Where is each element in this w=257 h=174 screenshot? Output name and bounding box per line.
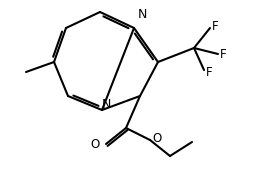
- Text: F: F: [206, 65, 213, 78]
- Text: O: O: [152, 132, 161, 144]
- Text: N: N: [138, 8, 147, 21]
- Text: O: O: [91, 139, 100, 152]
- Text: F: F: [212, 19, 219, 33]
- Text: F: F: [220, 48, 227, 61]
- Text: N: N: [101, 98, 111, 112]
